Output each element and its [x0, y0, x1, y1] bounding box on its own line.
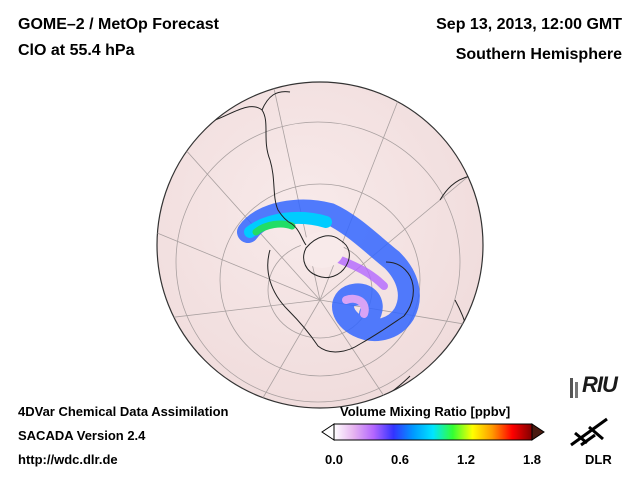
- colorbar-tick: 0.0: [324, 452, 344, 467]
- map-subtitle: ClO at 55.4 hPa: [18, 42, 135, 59]
- riu-logo-text: RIU: [582, 372, 618, 397]
- coastlines: [214, 91, 471, 401]
- colorbar: [321, 423, 545, 441]
- colorbar-min-arrow: [321, 423, 335, 441]
- riu-logo-icon: [570, 378, 578, 398]
- footer-line-1: 4DVar Chemical Data Assimilation: [18, 404, 229, 419]
- colorbar-tick: 1.2: [456, 452, 476, 467]
- dlr-logo-text: DLR: [585, 452, 612, 467]
- hemisphere-label: Southern Hemisphere: [455, 46, 622, 63]
- map-title: GOME–2 / MetOp Forecast: [18, 16, 219, 33]
- colorbar-tick: 0.6: [390, 452, 410, 467]
- footer-url[interactable]: http://wdc.dlr.de: [18, 452, 118, 467]
- dlr-logo-icon: [570, 417, 608, 447]
- footer-line-2: SACADA Version 2.4: [18, 428, 146, 443]
- forecast-datetime: Sep 13, 2013, 12:00 GMT: [436, 16, 622, 33]
- colorbar-tick: 1.8: [522, 452, 542, 467]
- colorbar-title: Volume Mixing Ratio [ppbv]: [340, 404, 511, 419]
- colorbar-max-arrow: [531, 423, 545, 441]
